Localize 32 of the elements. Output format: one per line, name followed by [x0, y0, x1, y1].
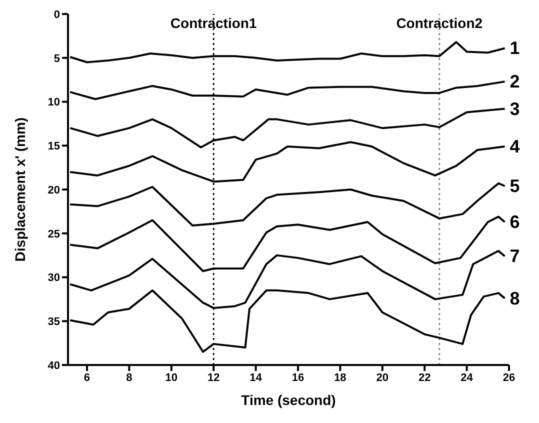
ref-line-label: Contraction1: [170, 15, 257, 31]
ref-line-label: Contraction2: [396, 15, 483, 31]
y-tick-label: 40: [48, 360, 60, 372]
x-tick-label: 16: [292, 372, 304, 384]
y-tick-label: 35: [48, 316, 60, 328]
y-tick-label: 30: [48, 272, 60, 284]
series-label: 2: [510, 72, 520, 92]
x-tick-label: 12: [207, 372, 220, 384]
series-label: 4: [510, 136, 520, 157]
series-label: 5: [510, 176, 520, 196]
series-label: 1: [510, 38, 520, 58]
y-tick-label: 20: [48, 184, 60, 196]
x-tick-label: 22: [418, 372, 431, 384]
x-axis-title: Time (second): [241, 392, 336, 408]
x-tick-label: 26: [502, 372, 516, 384]
x-tick-label: 14: [250, 372, 263, 384]
y-axis-title: Displacement x' (mm): [12, 117, 28, 262]
x-tick-label: 18: [334, 372, 346, 384]
x-tick-label: 10: [165, 372, 178, 384]
series-label: 7: [510, 246, 520, 266]
series-label: 6: [510, 212, 520, 232]
y-tick-label: 15: [48, 140, 60, 153]
y-tick-label: 0: [54, 8, 60, 21]
x-tick-label: 6: [84, 372, 90, 384]
series-label: 3: [510, 98, 520, 119]
y-tick-label: 25: [48, 228, 60, 240]
y-tick-label: 5: [54, 52, 60, 65]
x-tick-label: 20: [376, 372, 389, 384]
y-tick-label: 10: [48, 96, 60, 109]
x-tick-label: 24: [460, 372, 474, 384]
x-tick-label: 8: [126, 372, 132, 384]
series-label: 8: [510, 288, 520, 308]
